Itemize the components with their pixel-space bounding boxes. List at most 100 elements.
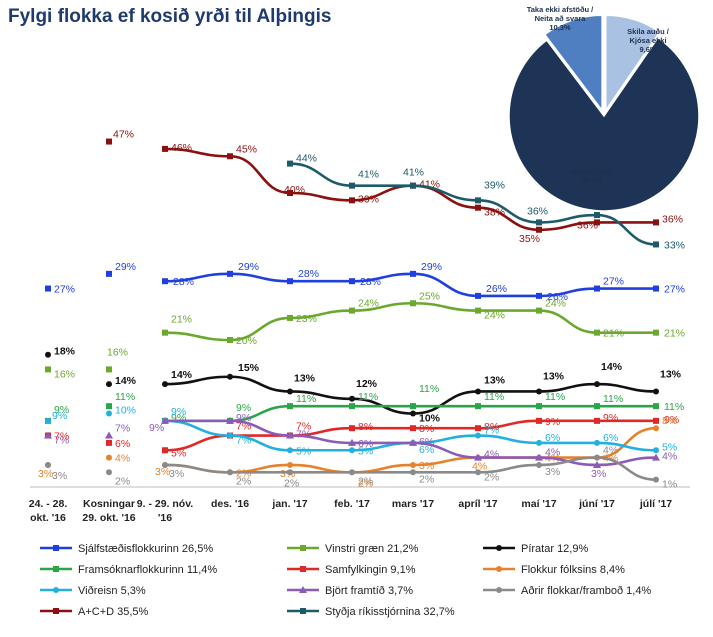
data-label: 24% (358, 298, 379, 310)
data-point (348, 438, 356, 446)
legend-label: Björt framtíð 3,7% (325, 585, 413, 597)
data-point (162, 329, 168, 336)
data-point (536, 417, 542, 424)
data-label: 9% (236, 412, 251, 424)
data-point (593, 460, 601, 468)
data-point (536, 461, 542, 468)
x-tick-label: 9. - 29. nóv. (137, 498, 193, 510)
legend-item: Björt framtíð 3,7% (287, 585, 413, 597)
pie-label: Kjósa ekki (629, 36, 666, 45)
series: 3% 2%3%2% 2% 2% 2% 2% 3%4%1% (45, 445, 677, 491)
pie-slice (543, 14, 603, 113)
data-label: 9% (149, 422, 164, 434)
x-tick-label: apríl '17 (458, 498, 497, 510)
legend-item: A+C+D 35,5% (40, 606, 149, 618)
data-point (475, 425, 481, 432)
data-label: 7% (484, 425, 499, 437)
pie-label: Skila auðu / (627, 27, 670, 36)
data-label: 28% (173, 276, 194, 288)
data-label: 2% (484, 471, 499, 483)
legend-marker (496, 587, 502, 593)
data-point (106, 138, 112, 145)
data-point (475, 197, 481, 204)
data-label: 40% (284, 184, 305, 196)
series: 27% 29% 28% 29% 28% 28% 29% 26% 26% 27% 27% (45, 261, 685, 303)
data-point (227, 153, 233, 160)
pie-label: Taka ekki afstöðu / (527, 5, 594, 14)
data-point (349, 182, 355, 189)
data-label: 1% (662, 479, 677, 491)
data-point (44, 431, 52, 439)
data-point (594, 329, 600, 336)
data-label: 3% (52, 470, 67, 482)
legend-item: Píratar 12,9% (483, 543, 588, 555)
x-tick-label: mars '17 (392, 498, 434, 510)
x-tick-label: '16 (158, 512, 172, 524)
data-label: 21% (664, 328, 685, 340)
data-point (349, 307, 355, 314)
data-point (653, 388, 659, 395)
data-point (653, 219, 659, 226)
data-point (594, 439, 600, 446)
data-label: 4% (484, 449, 499, 461)
data-label: 11% (419, 383, 439, 395)
data-point (594, 403, 600, 410)
data-point (227, 337, 233, 343)
data-label: 33% (664, 239, 685, 251)
data-point (287, 447, 293, 454)
series-line (164, 272, 656, 298)
series: 44%41%41%39%36%37%33% (287, 153, 685, 251)
data-point (45, 285, 51, 292)
data-point (349, 469, 355, 476)
data-label: 26% (486, 283, 507, 295)
data-label: 23% (296, 313, 317, 325)
legend-item: Flokkur fólksins 8,4% (483, 564, 625, 576)
data-label: 14% (115, 375, 137, 387)
data-label: 16% (54, 368, 75, 380)
data-label: 3% (38, 468, 53, 480)
data-point (536, 219, 542, 226)
data-label: 9% (171, 406, 186, 418)
legend-label: Píratar 12,9% (521, 543, 588, 555)
data-label: 2% (115, 475, 130, 487)
data-point (652, 453, 660, 461)
data-label: 45% (236, 143, 257, 155)
legend-marker (300, 608, 306, 614)
series: 9%11%9%9%11% 11%11%11% 11% 11%11% (45, 383, 684, 424)
x-tick-label: feb. '17 (334, 498, 370, 510)
legend-marker (53, 608, 59, 614)
data-label: 28% (298, 268, 319, 280)
data-label: 4% (662, 451, 677, 463)
series: 18% 14% 14% 15% 13% 12% 10% 13% 13% 14% 13% (45, 346, 682, 425)
data-label: 13% (484, 374, 506, 386)
data-point (475, 307, 481, 314)
x-tick-label: júní '17 (578, 498, 615, 510)
data-label: 11% (545, 391, 565, 403)
data-label: 4% (115, 453, 130, 465)
legend-label: Flokkur fólksins 8,4% (521, 564, 625, 576)
data-point (410, 469, 416, 476)
data-label: 8% (358, 421, 373, 433)
data-label: 4% (472, 461, 487, 473)
data-point (287, 461, 293, 468)
data-point (653, 425, 659, 432)
data-point (410, 403, 416, 410)
data-label: 16% (107, 346, 128, 358)
data-label: 11% (296, 393, 316, 405)
legend-marker (496, 545, 502, 551)
legend-label: Viðreisn 5,3% (78, 585, 146, 597)
chart-title: Fylgi flokka ef kosið yrði til Alþingis (8, 6, 332, 27)
data-label: 18% (54, 346, 76, 358)
pie-value: 9,6% (639, 45, 656, 54)
x-tick-label: jan. '17 (271, 498, 307, 510)
data-label: 10% (419, 413, 441, 425)
data-label: 5% (358, 445, 373, 457)
data-point (45, 461, 51, 468)
data-label: 13% (660, 368, 682, 380)
data-point (106, 469, 112, 476)
data-point (227, 432, 233, 439)
data-label: 3% (545, 466, 560, 478)
data-label: 27% (54, 284, 75, 296)
data-point (349, 447, 355, 454)
data-point (162, 278, 168, 285)
